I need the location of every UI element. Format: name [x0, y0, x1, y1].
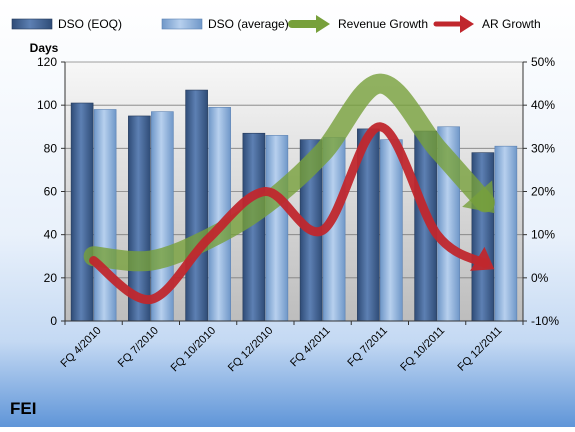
- y-left-tick-label: 80: [44, 141, 58, 155]
- legend: DSO (EOQ) DSO (average) Revenue Growth AR G…: [11, 15, 541, 33]
- bar-dso-eoq: [185, 89, 208, 322]
- y-left-tick-label: 100: [37, 98, 57, 112]
- bar-dso-average: [380, 139, 403, 322]
- bar-dso-average: [93, 109, 117, 322]
- legend-swatch-dso-eoq-: [11, 18, 53, 30]
- revenue-growth-arrowhead: [462, 180, 495, 214]
- legend-label-ar-growth: AR Growth: [482, 17, 541, 31]
- y-left-tick-label: 0: [50, 314, 57, 328]
- y-right-tick-label: 50%: [531, 55, 555, 69]
- y-left-axis-title: Days: [30, 41, 59, 55]
- company-label: FEI: [10, 399, 36, 418]
- bar-dso-average: [494, 145, 518, 322]
- y-right-tick-label: 30%: [531, 141, 555, 155]
- y-right-tick-label: 40%: [531, 98, 555, 112]
- y-left-tick-label: 120: [37, 55, 57, 69]
- legend-label-revenue-growth: Revenue Growth: [338, 17, 428, 31]
- bar-dso-average: [265, 135, 289, 322]
- revenue-growth-line: [83, 73, 495, 272]
- growth-lines: [83, 73, 495, 304]
- y-right-tick-label: -10%: [531, 314, 559, 328]
- y-right-tick-label: 0%: [531, 271, 549, 285]
- ar-growth-arrowhead: [470, 246, 495, 271]
- legend-label-dso-average-: DSO (average): [208, 17, 289, 31]
- legend-swatch-dso-average-: [161, 18, 203, 30]
- y-right-tick-label: 20%: [531, 185, 555, 199]
- bar-dso-eoq: [70, 102, 94, 322]
- ar-growth-line: [89, 122, 490, 304]
- legend-arrowhead-revenue-growth: [316, 15, 330, 33]
- legend-arrowhead-ar-growth: [460, 15, 474, 33]
- y-right-tick-label: 10%: [531, 228, 555, 242]
- y-left-tick-label: 60: [44, 185, 58, 199]
- y-left-tick-label: 40: [44, 228, 58, 242]
- legend-label-dso-eoq-: DSO (EOQ): [58, 17, 122, 31]
- y-left-tick-label: 20: [44, 271, 58, 285]
